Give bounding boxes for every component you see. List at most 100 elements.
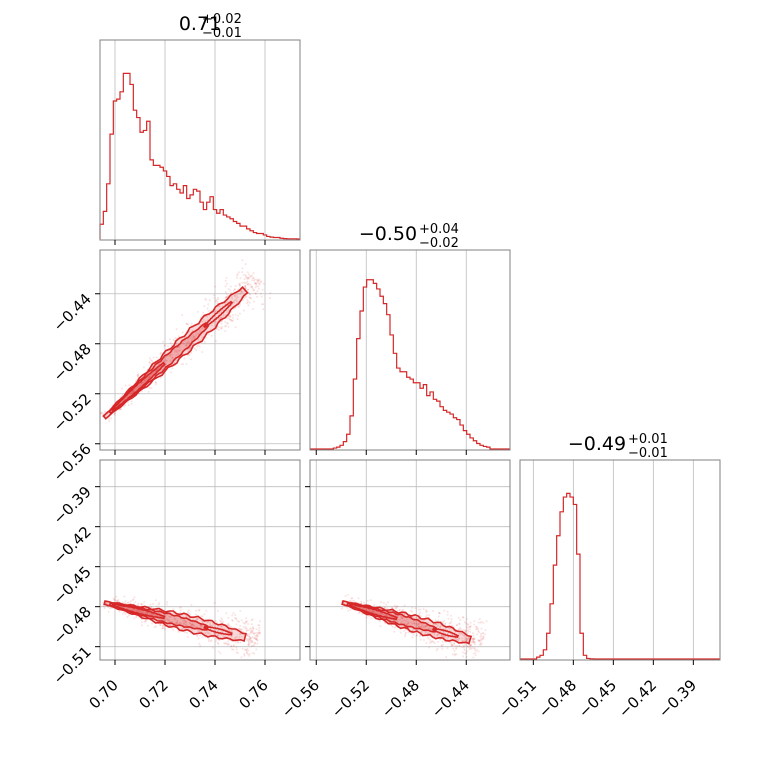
- sample-point: [135, 615, 138, 618]
- sample-point: [169, 624, 172, 627]
- sample-point: [412, 628, 415, 631]
- sample-point: [246, 652, 248, 654]
- sample-point: [451, 643, 454, 646]
- sample-point: [166, 613, 169, 616]
- sample-point: [478, 643, 481, 646]
- sample-point: [247, 653, 249, 656]
- sample-point: [466, 645, 469, 648]
- sample-point: [145, 612, 148, 615]
- sample-point: [465, 656, 468, 658]
- sample-point: [190, 622, 193, 625]
- sample-point: [233, 617, 236, 619]
- sample-point: [200, 625, 202, 628]
- sample-point: [195, 349, 198, 352]
- sample-point: [455, 637, 458, 640]
- sample-point: [258, 620, 261, 623]
- sample-point: [161, 624, 164, 627]
- sample-point: [437, 640, 440, 643]
- sample-point: [245, 630, 248, 633]
- sample-point: [419, 635, 421, 638]
- sample-point: [230, 296, 233, 298]
- sample-point: [368, 615, 371, 618]
- sample-point: [202, 332, 205, 335]
- sample-point: [473, 641, 476, 644]
- sample-point: [436, 633, 439, 636]
- sample-point: [472, 641, 475, 644]
- sample-point: [235, 300, 238, 303]
- sample-point: [398, 609, 401, 612]
- sample-point: [217, 634, 220, 637]
- y-tick-label: −0.48: [50, 603, 95, 648]
- sample-point: [161, 340, 164, 343]
- sample-point: [236, 652, 239, 655]
- sample-point: [248, 296, 251, 299]
- sample-point: [190, 358, 192, 361]
- sample-point: [113, 599, 116, 601]
- sample-point: [469, 621, 472, 624]
- sample-point: [258, 624, 261, 627]
- panel-joint-0-2: [100, 460, 300, 660]
- sample-point: [141, 624, 143, 627]
- sample-point: [350, 597, 353, 600]
- sample-point: [471, 638, 474, 641]
- sample-point: [221, 308, 224, 311]
- sample-point: [192, 338, 195, 340]
- sample-point: [399, 616, 402, 619]
- sample-point: [458, 637, 460, 640]
- sample-point: [425, 625, 428, 627]
- sample-point: [133, 596, 136, 599]
- sample-point: [246, 271, 249, 274]
- sample-point: [148, 357, 151, 360]
- sample-point: [468, 648, 471, 651]
- sample-point: [244, 648, 246, 651]
- sample-point: [450, 618, 453, 620]
- sample-point: [446, 613, 449, 616]
- sample-point: [166, 603, 168, 606]
- sample-point: [450, 642, 453, 645]
- sample-point: [436, 634, 439, 637]
- sample-point: [419, 625, 422, 628]
- sample-point: [167, 619, 169, 622]
- sample-point: [166, 617, 169, 620]
- sample-point: [455, 624, 458, 627]
- contour-island: [203, 625, 233, 636]
- sample-point: [145, 620, 148, 622]
- sample-point: [258, 278, 261, 281]
- sample-point: [148, 376, 151, 379]
- sample-point: [248, 633, 251, 636]
- sample-point: [237, 306, 240, 308]
- sample-point: [220, 625, 223, 628]
- sample-point: [206, 621, 209, 624]
- sample-point: [346, 593, 349, 596]
- sample-point: [224, 279, 227, 282]
- sample-point: [248, 301, 251, 304]
- x-tick-label: 0.70: [85, 676, 121, 712]
- sample-point: [105, 602, 108, 605]
- histogram-step-0: [99, 72, 300, 240]
- sample-point: [229, 629, 232, 632]
- y-tick-label: −0.52: [50, 390, 95, 435]
- sample-point: [244, 625, 247, 628]
- sample-point: [476, 633, 478, 636]
- sample-point: [197, 338, 200, 341]
- sample-point: [247, 304, 250, 307]
- sample-point: [386, 607, 389, 610]
- sample-point: [467, 626, 470, 629]
- sample-point: [136, 609, 139, 612]
- sample-point: [442, 643, 445, 646]
- sample-point: [183, 357, 186, 360]
- sample-point: [251, 279, 254, 282]
- sample-point: [465, 629, 468, 632]
- sample-point: [411, 610, 413, 613]
- sample-point: [150, 605, 153, 608]
- sample-point: [472, 632, 474, 635]
- sample-point: [472, 638, 475, 641]
- sample-point: [216, 302, 219, 305]
- sample-point: [185, 363, 188, 365]
- sample-point: [234, 636, 237, 639]
- sample-point: [478, 639, 481, 642]
- sample-point: [189, 622, 191, 625]
- sample-point: [172, 628, 175, 631]
- sample-point: [167, 345, 169, 348]
- sample-point: [225, 293, 228, 296]
